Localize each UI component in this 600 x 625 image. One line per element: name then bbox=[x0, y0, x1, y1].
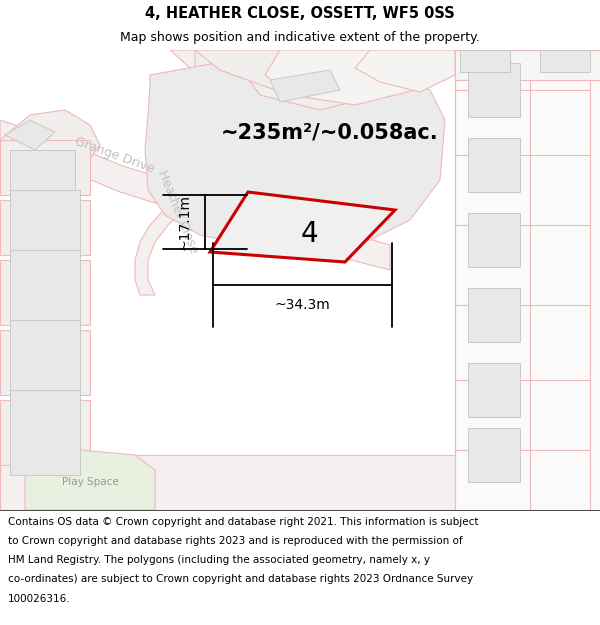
Polygon shape bbox=[455, 50, 600, 80]
Polygon shape bbox=[0, 120, 390, 270]
Polygon shape bbox=[10, 250, 80, 335]
Polygon shape bbox=[468, 428, 520, 482]
Text: co-ordinates) are subject to Crown copyright and database rights 2023 Ordnance S: co-ordinates) are subject to Crown copyr… bbox=[8, 574, 473, 584]
Polygon shape bbox=[10, 150, 75, 190]
Text: 100026316.: 100026316. bbox=[8, 594, 71, 604]
Polygon shape bbox=[0, 110, 100, 175]
Polygon shape bbox=[195, 50, 450, 98]
Polygon shape bbox=[145, 55, 445, 250]
Polygon shape bbox=[460, 50, 510, 72]
Polygon shape bbox=[0, 260, 90, 325]
Polygon shape bbox=[135, 50, 228, 295]
Text: Map shows position and indicative extent of the property.: Map shows position and indicative extent… bbox=[120, 31, 480, 44]
Text: Contains OS data © Crown copyright and database right 2021. This information is : Contains OS data © Crown copyright and d… bbox=[8, 517, 479, 527]
Text: 4: 4 bbox=[301, 220, 319, 248]
Polygon shape bbox=[245, 50, 390, 110]
Polygon shape bbox=[468, 213, 520, 267]
Polygon shape bbox=[0, 455, 600, 510]
Polygon shape bbox=[210, 192, 395, 262]
Polygon shape bbox=[10, 320, 80, 405]
Text: Grange Drive: Grange Drive bbox=[73, 134, 157, 176]
Polygon shape bbox=[270, 70, 340, 102]
Polygon shape bbox=[10, 190, 80, 265]
Text: ~34.3m: ~34.3m bbox=[275, 298, 331, 312]
Polygon shape bbox=[0, 330, 90, 395]
Polygon shape bbox=[468, 288, 520, 342]
Polygon shape bbox=[455, 50, 600, 510]
Polygon shape bbox=[468, 363, 520, 417]
Polygon shape bbox=[0, 140, 90, 195]
Text: ~17.1m: ~17.1m bbox=[178, 194, 192, 250]
Polygon shape bbox=[195, 50, 300, 155]
Text: to Crown copyright and database rights 2023 and is reproduced with the permissio: to Crown copyright and database rights 2… bbox=[8, 536, 463, 546]
Polygon shape bbox=[355, 50, 455, 92]
Text: ~235m²/~0.058ac.: ~235m²/~0.058ac. bbox=[221, 122, 439, 142]
Polygon shape bbox=[0, 200, 90, 255]
Polygon shape bbox=[5, 120, 55, 150]
Polygon shape bbox=[0, 400, 90, 465]
Text: Play Space: Play Space bbox=[62, 477, 118, 487]
Text: 4, HEATHER CLOSE, OSSETT, WF5 0SS: 4, HEATHER CLOSE, OSSETT, WF5 0SS bbox=[145, 6, 455, 21]
Polygon shape bbox=[468, 63, 520, 117]
Polygon shape bbox=[265, 50, 420, 105]
Polygon shape bbox=[540, 50, 590, 72]
Polygon shape bbox=[10, 390, 80, 475]
Polygon shape bbox=[468, 138, 520, 192]
Polygon shape bbox=[25, 450, 155, 510]
Text: HM Land Registry. The polygons (including the associated geometry, namely x, y: HM Land Registry. The polygons (includin… bbox=[8, 556, 430, 566]
Text: Heather Close: Heather Close bbox=[155, 169, 200, 256]
